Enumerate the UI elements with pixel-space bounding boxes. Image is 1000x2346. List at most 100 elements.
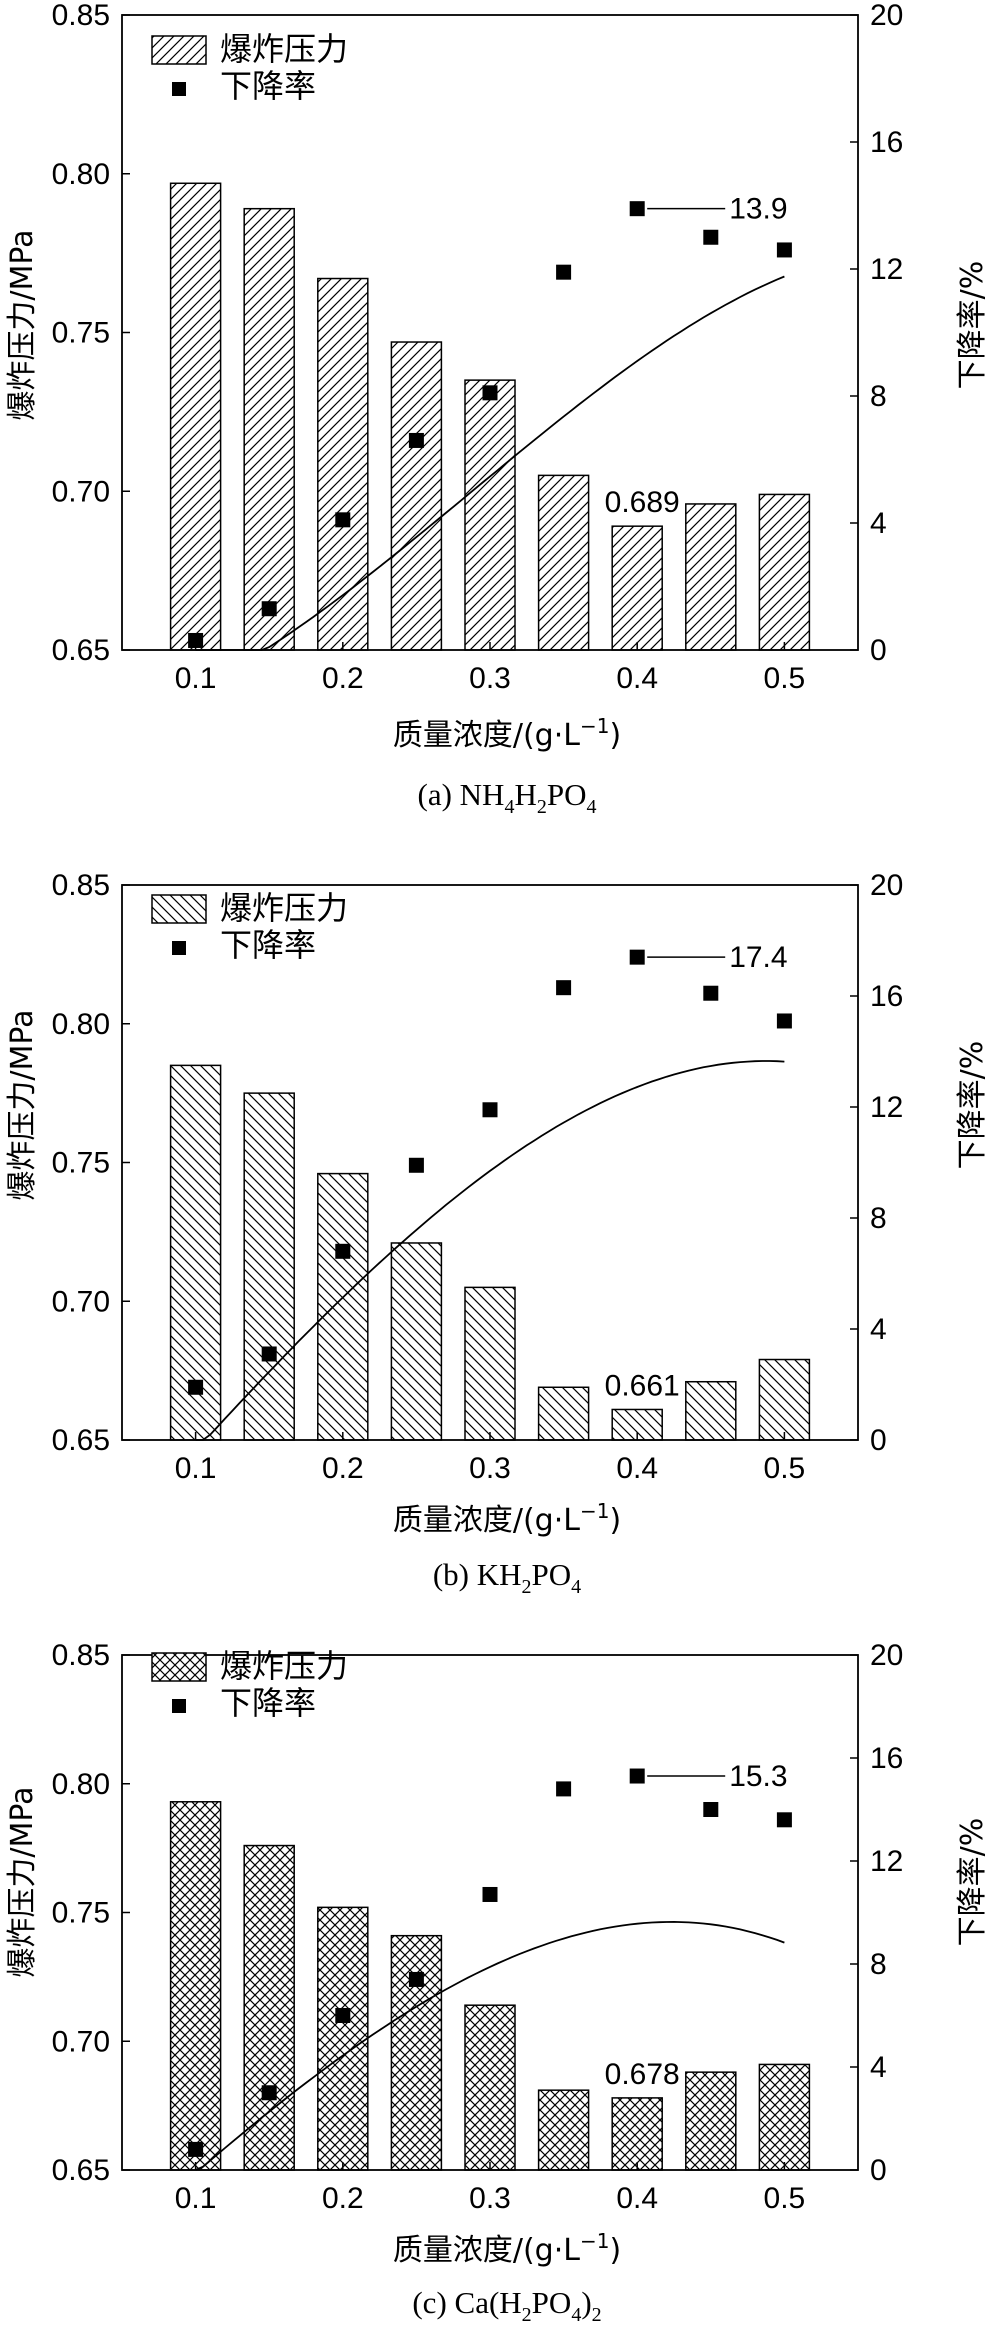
y-right-tick-label: 0 — [870, 2154, 887, 2187]
legend-marker-swatch — [172, 1699, 186, 1713]
rate-trend-line — [195, 1920, 785, 2171]
labels-layer: 爆炸压力/MPa 下降率/% 质量浓度/(g·L−1) (c) Ca(H2PO4… — [5, 1647, 990, 2326]
rate-marker — [335, 1243, 351, 1259]
panel-caption: (b) KH2PO4 — [433, 1557, 581, 1598]
min-pressure-annotation: 0.661 — [605, 1369, 680, 1402]
rate-marker — [261, 601, 277, 617]
rate-marker — [556, 264, 572, 280]
y-right-tick-label: 16 — [870, 1742, 903, 1775]
legend-bar-swatch — [151, 1652, 207, 1682]
pressure-bar — [537, 1386, 590, 1441]
x-axis-label: 质量浓度/(g·L−1) — [393, 2229, 621, 2268]
pressure-bar — [169, 1064, 222, 1441]
x-tick-label: 0.5 — [764, 662, 806, 695]
x-tick-label: 0.1 — [175, 662, 217, 695]
x-tick-label: 0.4 — [616, 662, 658, 695]
pressure-bar — [390, 1934, 443, 2171]
y-left-tick-label: 0.70 — [52, 1285, 110, 1318]
pressure-bar — [611, 525, 663, 651]
x-tick-label: 0.4 — [616, 2182, 658, 2215]
pressure-bar — [758, 1358, 811, 1441]
rate-marker — [335, 512, 351, 528]
y-left-tick-label: 0.70 — [52, 2025, 110, 2058]
labels-layer: 爆炸压力/MPa 下降率/% 质量浓度/(g·L−1) (a) NH4H2PO4… — [5, 30, 990, 818]
y-right-tick-label: 8 — [870, 1202, 887, 1235]
rate-marker — [482, 385, 498, 401]
legend-bar-label: 爆炸压力 — [220, 889, 348, 927]
pressure-bar — [390, 341, 443, 651]
rate-marker — [703, 985, 719, 1001]
y-right-tick-label: 16 — [870, 126, 903, 159]
pressure-bar — [243, 1844, 295, 2171]
pressure-bar — [611, 2097, 663, 2171]
rate-marker — [482, 1886, 498, 1902]
min-pressure-annotation: 0.678 — [605, 2058, 680, 2091]
y-left-label: 爆炸压力/MPa — [5, 1009, 40, 1200]
rate-marker — [703, 1802, 719, 1817]
pressure-bar — [317, 277, 369, 651]
y-right-tick-label: 20 — [870, 0, 903, 32]
pressure-bar — [317, 1172, 369, 1441]
y-left-tick-label: 0.85 — [52, 0, 110, 32]
pressure-bar — [464, 1286, 516, 1441]
max-rate-annotation: 17.4 — [729, 941, 787, 974]
y-right-tick-label: 4 — [870, 2051, 887, 2084]
pressure-bar — [537, 2089, 590, 2171]
trend-layer: 15.3 0.678 — [188, 1760, 792, 2171]
y-right-tick-label: 16 — [870, 980, 903, 1013]
y-right-tick-label: 8 — [870, 1948, 887, 1981]
trend-layer: 13.9 0.689 — [188, 193, 792, 651]
rate-marker — [482, 1102, 498, 1118]
rate-marker — [629, 201, 645, 217]
y-left-label: 爆炸压力/MPa — [5, 229, 40, 420]
pressure-bar — [537, 474, 590, 651]
axes-layer: 0.65 0.70 0.75 0.80 0.85 0 4 8 12 16 20 0.1 0.2 0.3 0.… — [52, 0, 904, 695]
y-right-label: 下降率/% — [955, 261, 990, 390]
x-tick-label: 0.1 — [175, 2182, 217, 2215]
rate-marker — [629, 1768, 645, 1784]
x-tick-label: 0.3 — [469, 2182, 511, 2215]
rate-marker — [261, 2085, 277, 2101]
y-left-tick-label: 0.85 — [52, 1639, 110, 1672]
rate-marker — [776, 1013, 792, 1029]
y-right-tick-label: 12 — [870, 253, 903, 286]
rate-marker — [261, 1346, 277, 1362]
panel-caption: (a) NH4H2PO4 — [418, 777, 597, 818]
chart-panel-c: 15.30.678 0.650.700.750.800.850481216200… — [5, 1639, 990, 2326]
y-right-tick-label: 8 — [870, 380, 887, 413]
rate-trend-line — [195, 1060, 785, 1441]
x-tick-label: 0.2 — [322, 2182, 364, 2215]
y-left-tick-label: 0.65 — [52, 2154, 110, 2187]
y-left-tick-label: 0.75 — [52, 1147, 110, 1180]
pressure-bar — [243, 207, 295, 651]
axes-layer: 0.65 0.70 0.75 0.80 0.85 0 4 8 12 16 20 0.1 0.2 0.3 0.… — [52, 869, 904, 1485]
pressure-bar — [685, 2071, 737, 2171]
rate-trend-line — [195, 275, 785, 651]
chart-panel-b: 17.40.661 0.650.700.750.800.850481216200… — [5, 869, 990, 1598]
bars-layer — [169, 1801, 811, 2171]
bars-layer — [169, 1064, 811, 1441]
y-right-tick-label: 20 — [870, 869, 903, 902]
y-right-tick-label: 0 — [870, 634, 887, 667]
min-pressure-annotation: 0.689 — [605, 486, 680, 519]
rate-marker — [629, 949, 645, 965]
max-rate-annotation: 15.3 — [729, 1760, 787, 1793]
max-rate-annotation: 13.9 — [729, 193, 787, 226]
legend-marker-label: 下降率 — [220, 1684, 316, 1722]
legend: 爆炸压力 下降率 — [151, 889, 348, 964]
y-left-tick-label: 0.75 — [52, 1897, 110, 1930]
y-left-label: 爆炸压力/MPa — [5, 1786, 40, 1977]
y-left-tick-label: 0.65 — [52, 634, 110, 667]
y-right-tick-label: 12 — [870, 1091, 903, 1124]
labels-layer: 爆炸压力/MPa 下降率/% 质量浓度/(g·L−1) (b) KH2PO4 爆… — [5, 889, 990, 1598]
panel-caption: (c) Ca(H2PO4)2 — [412, 2285, 601, 2326]
rate-marker — [408, 1157, 424, 1173]
rate-marker — [408, 432, 424, 448]
y-right-tick-label: 4 — [870, 507, 887, 540]
pressure-bar — [685, 1380, 737, 1441]
rate-marker — [188, 1379, 204, 1395]
legend-bar-label: 爆炸压力 — [220, 30, 348, 68]
y-right-tick-label: 0 — [870, 1424, 887, 1457]
trend-layer: 17.4 0.661 — [188, 941, 792, 1441]
y-left-tick-label: 0.80 — [52, 1768, 110, 1801]
